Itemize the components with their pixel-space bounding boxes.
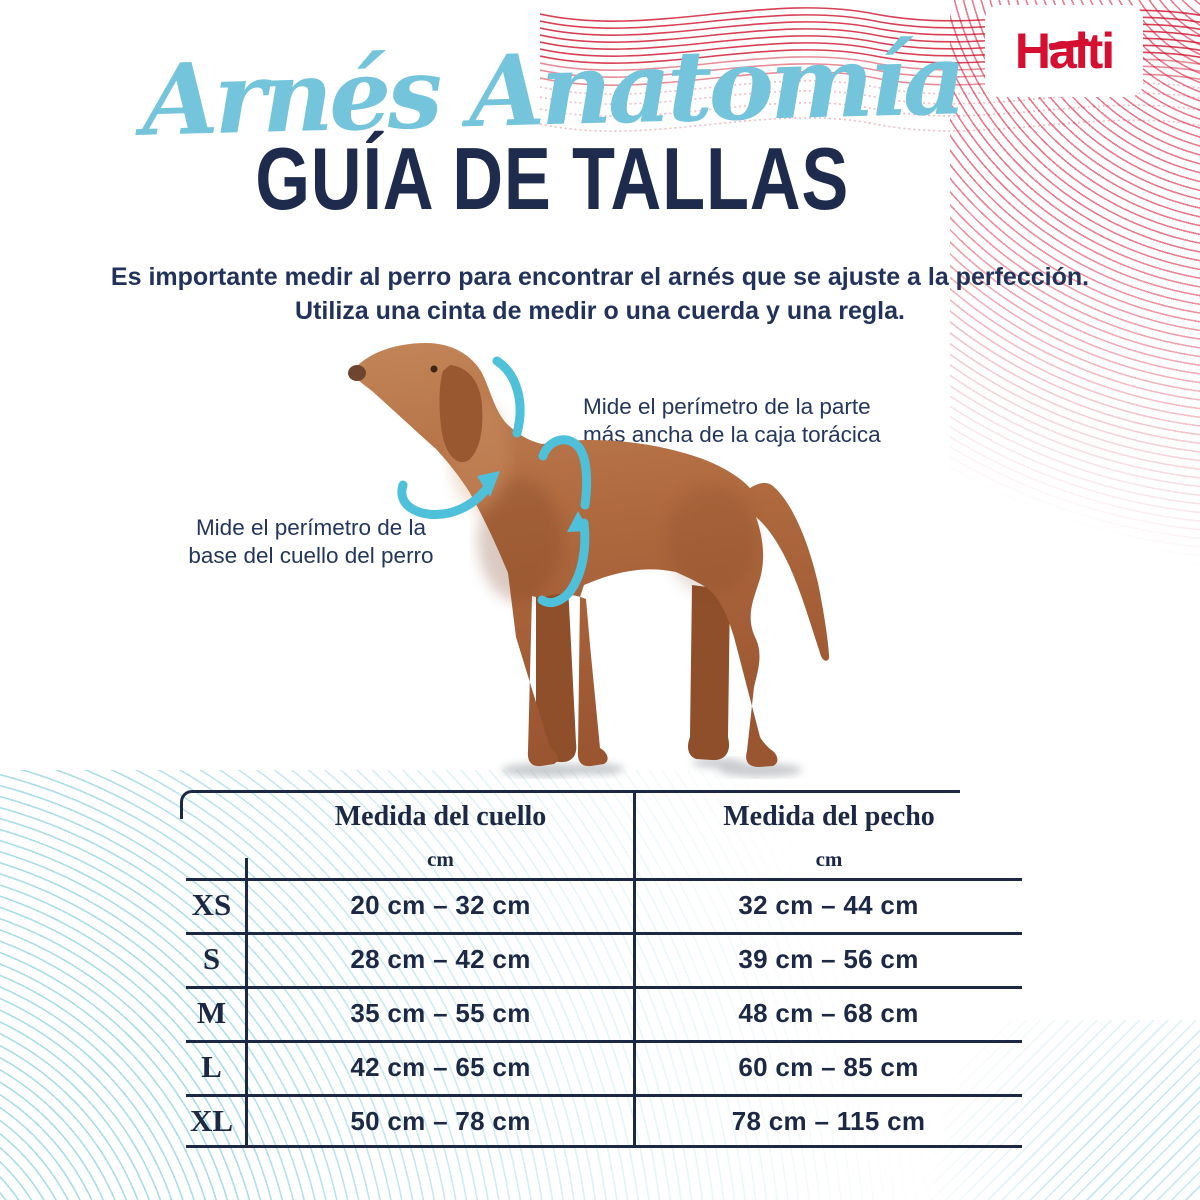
dog-nose [348, 365, 366, 381]
size-label-xs: XS [191, 887, 232, 922]
col-header-neck: Medida del cuello [334, 801, 547, 832]
size-label-xl: XL [189, 1103, 234, 1138]
dog-body [352, 343, 830, 767]
size-label-m: M [196, 995, 227, 1030]
neck-value-m: 35 cm – 55 cm [350, 997, 531, 1028]
neck-value-xs: 20 cm – 32 cm [350, 889, 531, 920]
table-bottom-line [186, 1145, 1022, 1148]
neck-measure-arrow-icon [397, 356, 525, 519]
neck-measure-note: Mide el perímetro de la base del cuello … [182, 514, 440, 570]
neck-note-line-1: Mide el perímetro de la [195, 515, 427, 540]
intro-line-1: Es importante medir al perro para encont… [110, 263, 1090, 291]
dog-eye [430, 365, 438, 373]
halti-logo: Halti [985, 5, 1143, 97]
chest-value-m: 48 cm – 68 cm [738, 997, 919, 1028]
unit-cell-neck: cm [427, 847, 454, 871]
dog-far-legs [534, 585, 730, 763]
chest-value-xs: 32 cm – 44 cm [738, 889, 919, 920]
halti-logo-text: Halti [1014, 23, 1115, 79]
title-block: Arnés Anatomía GUÍA DE TALLAS [0, 22, 1105, 228]
page-title: GUÍA DE TALLAS [255, 128, 850, 228]
size-label-s: S [202, 941, 221, 976]
unit-cell-chest: cm [815, 847, 843, 871]
dog-illustration [348, 343, 830, 777]
chest-note-line-1: Mide el perímetro de la parte [583, 394, 871, 419]
table-left-vertical [245, 858, 248, 1148]
col-header-chest: Medida del pecho [723, 801, 935, 832]
chest-value-l: 60 cm – 85 cm [738, 1051, 919, 1082]
table-corner-line [180, 790, 960, 819]
ground-shadow [501, 758, 802, 777]
dog-ear [439, 365, 483, 463]
intro-line-2: Utiliza una cinta de medir o una cuerda … [295, 297, 905, 325]
table-row-line [186, 878, 1022, 881]
neck-value-s: 28 cm – 42 cm [350, 943, 531, 974]
table-row-line [186, 986, 1022, 989]
chest-measure-arrow-icon [537, 435, 592, 608]
size-table: Medida del cuello Medida del pecho cm cm… [180, 790, 1022, 1148]
table-row-line [186, 1094, 1022, 1097]
table-divider-vertical [633, 790, 636, 1148]
neck-note-line-2: base del cuello del perro [188, 543, 434, 568]
neck-value-xl: 50 cm – 78 cm [350, 1105, 531, 1136]
table-row-line [186, 932, 1022, 935]
neck-value-l: 42 cm – 65 cm [350, 1051, 531, 1082]
size-label-l: L [201, 1049, 222, 1084]
table-row-line [186, 1040, 1022, 1043]
chest-value-xl: 78 cm – 115 cm [731, 1105, 926, 1136]
intro-text: Es importante medir al perro para encont… [0, 260, 1200, 328]
chest-value-s: 39 cm – 56 cm [738, 943, 919, 974]
